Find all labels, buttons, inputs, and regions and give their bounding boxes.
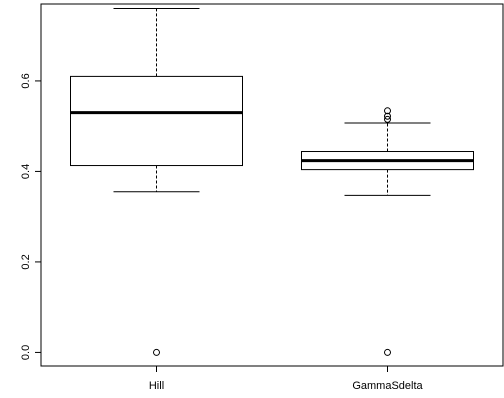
x-tick-label: Hill: [149, 380, 164, 392]
y-tick-label: 0.6: [20, 73, 32, 88]
y-tick-label: 0.0: [20, 345, 32, 360]
plot-frame: [40, 3, 504, 367]
y-tick-label: 0.4: [20, 164, 32, 179]
outlier-point: [384, 112, 391, 120]
outlier-point: [384, 348, 391, 356]
x-tick-label: GammaSdelta: [352, 380, 423, 392]
outlier-point: [384, 115, 391, 123]
box: [70, 75, 243, 167]
outlier-point: [384, 107, 391, 115]
outlier-point: [153, 348, 160, 356]
y-tick-label: 0.2: [20, 254, 32, 269]
